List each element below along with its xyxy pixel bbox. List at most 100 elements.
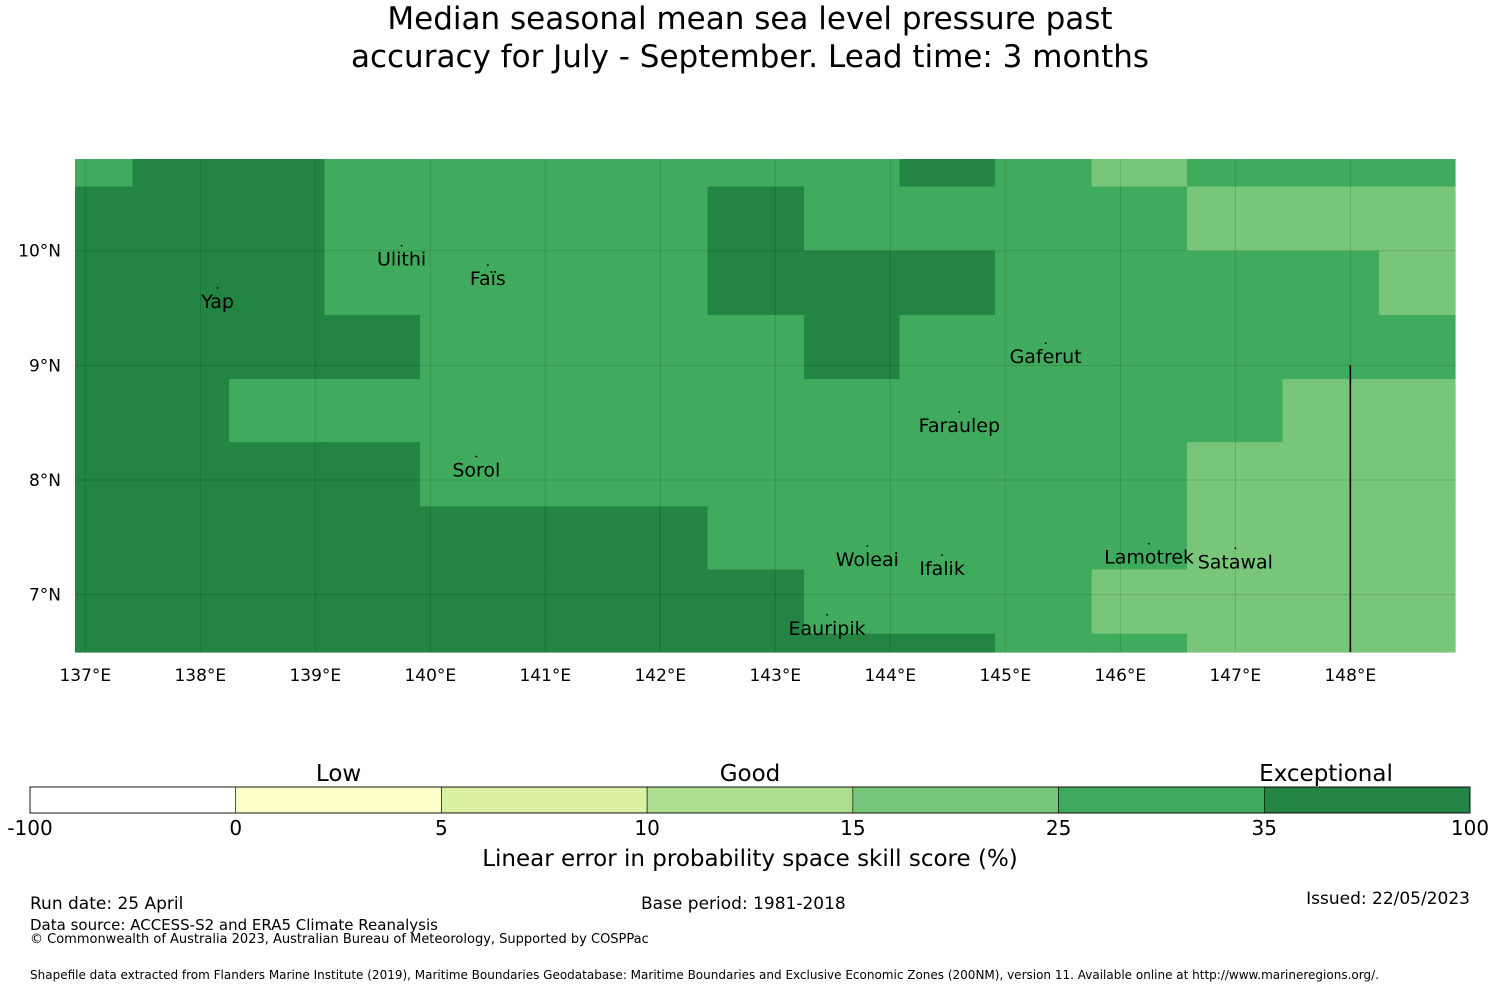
skill-cell [1379, 442, 1456, 507]
island-marker [486, 264, 489, 267]
skill-cell [1187, 633, 1284, 653]
skill-cell [995, 569, 1093, 635]
skill-cell [324, 506, 421, 571]
run-date: Run date: 25 April [30, 894, 184, 914]
colorbar-tick: 15 [840, 816, 865, 840]
skill-cell [420, 442, 518, 507]
copyright: © Commonwealth of Australia 2023, Austra… [30, 932, 649, 947]
skill-cell [516, 379, 613, 443]
place-label: Ulithi [377, 249, 426, 271]
skill-cell [612, 379, 709, 443]
skill-cell [324, 569, 421, 635]
skill-cell [612, 442, 709, 507]
base-period: Base period: 1981-2018 [641, 894, 846, 914]
skill-cell [516, 186, 613, 252]
skill-cell [75, 633, 134, 653]
colorbar-label: Linear error in probability space skill … [482, 846, 1018, 872]
skill-cell [1379, 159, 1456, 188]
skill-cell [132, 186, 230, 252]
skill-cell [229, 569, 326, 635]
skill-cell [1379, 250, 1456, 316]
skill-cell [707, 314, 805, 380]
skill-cell [132, 633, 230, 653]
skill-cell [804, 314, 901, 380]
x-tick-label: 141°E [519, 666, 571, 686]
skill-cell [229, 633, 326, 653]
title-line-2: accuracy for July - September. Lead time… [350, 39, 1150, 75]
skill-cell [1187, 159, 1284, 188]
skill-cell [229, 159, 326, 188]
x-tick-label: 148°E [1324, 666, 1376, 686]
place-label: Lamotrek [1104, 547, 1194, 569]
skill-cell [75, 186, 134, 252]
x-tick-label: 144°E [864, 666, 916, 686]
skill-cell [899, 633, 996, 653]
skill-cell [324, 314, 421, 380]
skill-cell [75, 159, 134, 188]
skill-cell [516, 250, 613, 316]
y-tick-label: 10°N [18, 242, 61, 262]
skill-cell [1187, 186, 1284, 252]
skill-cell [612, 314, 709, 380]
skill-cell [1282, 159, 1380, 188]
x-tick-label: 143°E [749, 666, 801, 686]
colorbar-tick: 10 [634, 816, 659, 840]
skill-cell [612, 569, 709, 635]
x-tick-label: 139°E [289, 666, 341, 686]
island-marker [1044, 342, 1047, 344]
skill-cell [1091, 159, 1188, 188]
island-marker [1234, 547, 1237, 550]
x-tick-label: 147°E [1209, 666, 1261, 686]
skill-cell [324, 159, 421, 188]
skill-cell [516, 633, 613, 653]
colorbar-tick: 100 [1451, 816, 1489, 840]
skill-cell [324, 186, 421, 252]
island-marker [216, 287, 219, 289]
skill-cell [899, 159, 996, 188]
island-marker [475, 455, 478, 458]
skill-cell [229, 379, 326, 443]
skill-cell [75, 442, 134, 507]
colorbar-header: Low [316, 761, 361, 787]
skill-cell [804, 633, 901, 653]
skill-cell [612, 633, 709, 653]
skill-cell [1379, 314, 1456, 380]
colorbar-tick: 5 [435, 816, 448, 840]
island-marker [400, 244, 403, 247]
skill-cell [707, 186, 805, 252]
title-line-1: Median seasonal mean sea level pressure … [387, 1, 1113, 37]
x-tick-label: 146°E [1094, 666, 1146, 686]
y-tick-label: 9°N [29, 356, 61, 376]
skill-cell [804, 250, 901, 316]
skill-cell [1091, 314, 1188, 380]
skill-cell [612, 506, 709, 571]
skill-cell [420, 250, 518, 316]
skill-cell [1282, 186, 1380, 252]
skill-cell [132, 442, 230, 507]
skill-cell [995, 633, 1093, 653]
skill-cell [75, 506, 134, 571]
skill-cell [1187, 379, 1284, 443]
skill-cell [707, 159, 805, 188]
skill-cell [995, 186, 1093, 252]
colorbar-segment [1263, 786, 1471, 814]
skill-cell [229, 314, 326, 380]
skill-cell [995, 379, 1093, 443]
skill-cell [229, 442, 326, 507]
skill-cell [420, 314, 518, 380]
skill-cell [1187, 314, 1284, 380]
skill-cell [516, 569, 613, 635]
skill-cell [1282, 379, 1380, 443]
skill-cell [229, 506, 326, 571]
skill-cell [707, 379, 805, 443]
skill-cell [804, 159, 901, 188]
skill-cell [420, 569, 518, 635]
colorbar-segment [29, 786, 237, 814]
skill-cell [995, 314, 1093, 380]
skill-cell [1379, 633, 1456, 653]
place-label: Eauripik [789, 618, 866, 640]
colorbar-segment [235, 786, 442, 814]
skill-cell [516, 442, 613, 507]
skill-cell [707, 250, 805, 316]
